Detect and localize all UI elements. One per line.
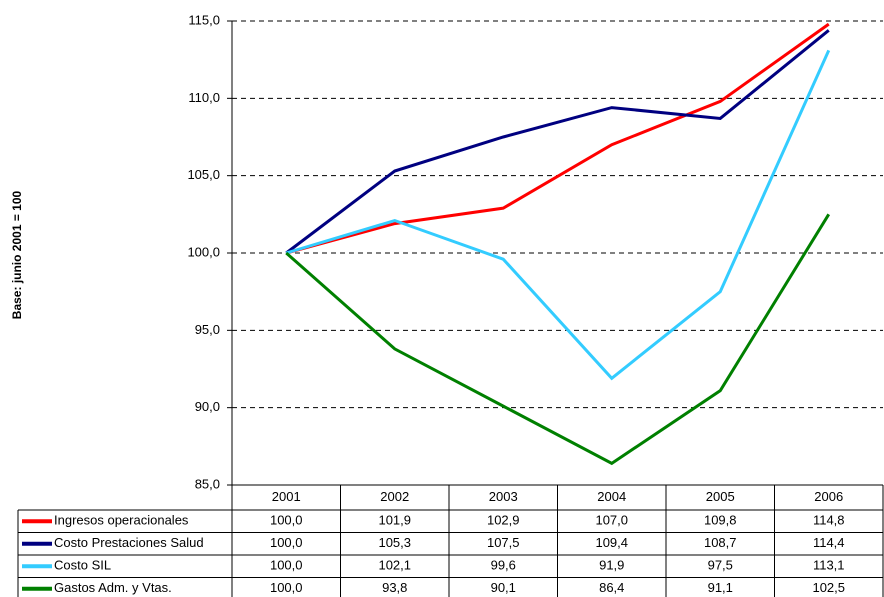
table-cell: 113,1 (813, 558, 845, 573)
legend-label: Ingresos operacionales (54, 513, 189, 528)
legend-label: Gastos Adm. y Vtas. (54, 580, 172, 595)
series-line (285, 29, 830, 255)
table-cell: 102,1 (378, 558, 411, 573)
table-cell: 100,0 (270, 513, 303, 528)
y-axis-label: Base: junio 2001 = 100 (10, 190, 24, 319)
table-cell: 102,5 (812, 580, 845, 595)
table-cell: 109,8 (704, 513, 737, 528)
x-tick-label: 2003 (489, 489, 518, 504)
table-cell: 114,8 (813, 513, 845, 528)
table-cell: 107,0 (595, 513, 628, 528)
y-tick-label: 100,0 (187, 244, 220, 259)
table-cell: 100,0 (270, 535, 303, 550)
table-cell: 99,6 (491, 558, 516, 573)
series-line (285, 22, 830, 255)
y-tick-label: 95,0 (195, 322, 220, 337)
x-tick-label: 2006 (814, 489, 843, 504)
y-tick-label: 105,0 (187, 167, 220, 182)
y-tick-label: 85,0 (195, 476, 220, 491)
y-tick-label: 90,0 (195, 399, 220, 414)
table-cell: 91,1 (708, 580, 733, 595)
legend-label: Costo Prestaciones Salud (54, 535, 204, 550)
y-tick-label: 110,0 (188, 90, 220, 105)
x-tick-label: 2002 (380, 489, 409, 504)
x-tick-label: 2004 (597, 489, 626, 504)
table-cell: 105,3 (378, 535, 411, 550)
table-cell: 100,0 (270, 580, 303, 595)
y-tick-label: 115,0 (188, 12, 220, 27)
table-cell: 100,0 (270, 558, 303, 573)
table-cell: 90,1 (491, 580, 516, 595)
legend-label: Costo SIL (54, 558, 111, 573)
table-cell: 91,9 (599, 558, 624, 573)
table-cell: 109,4 (595, 535, 628, 550)
x-tick-label: 2005 (706, 489, 735, 504)
table-cell: 102,9 (487, 513, 520, 528)
table-cell: 108,7 (704, 535, 737, 550)
table-cell: 97,5 (708, 558, 733, 573)
table-cell: 86,4 (599, 580, 624, 595)
table-cell: 107,5 (487, 535, 520, 550)
table-cell: 101,9 (378, 513, 411, 528)
x-tick-label: 2001 (272, 489, 301, 504)
table-cell: 114,4 (813, 535, 845, 550)
series-line (285, 49, 831, 381)
table-cell: 93,8 (382, 580, 407, 595)
series-line (285, 213, 831, 466)
